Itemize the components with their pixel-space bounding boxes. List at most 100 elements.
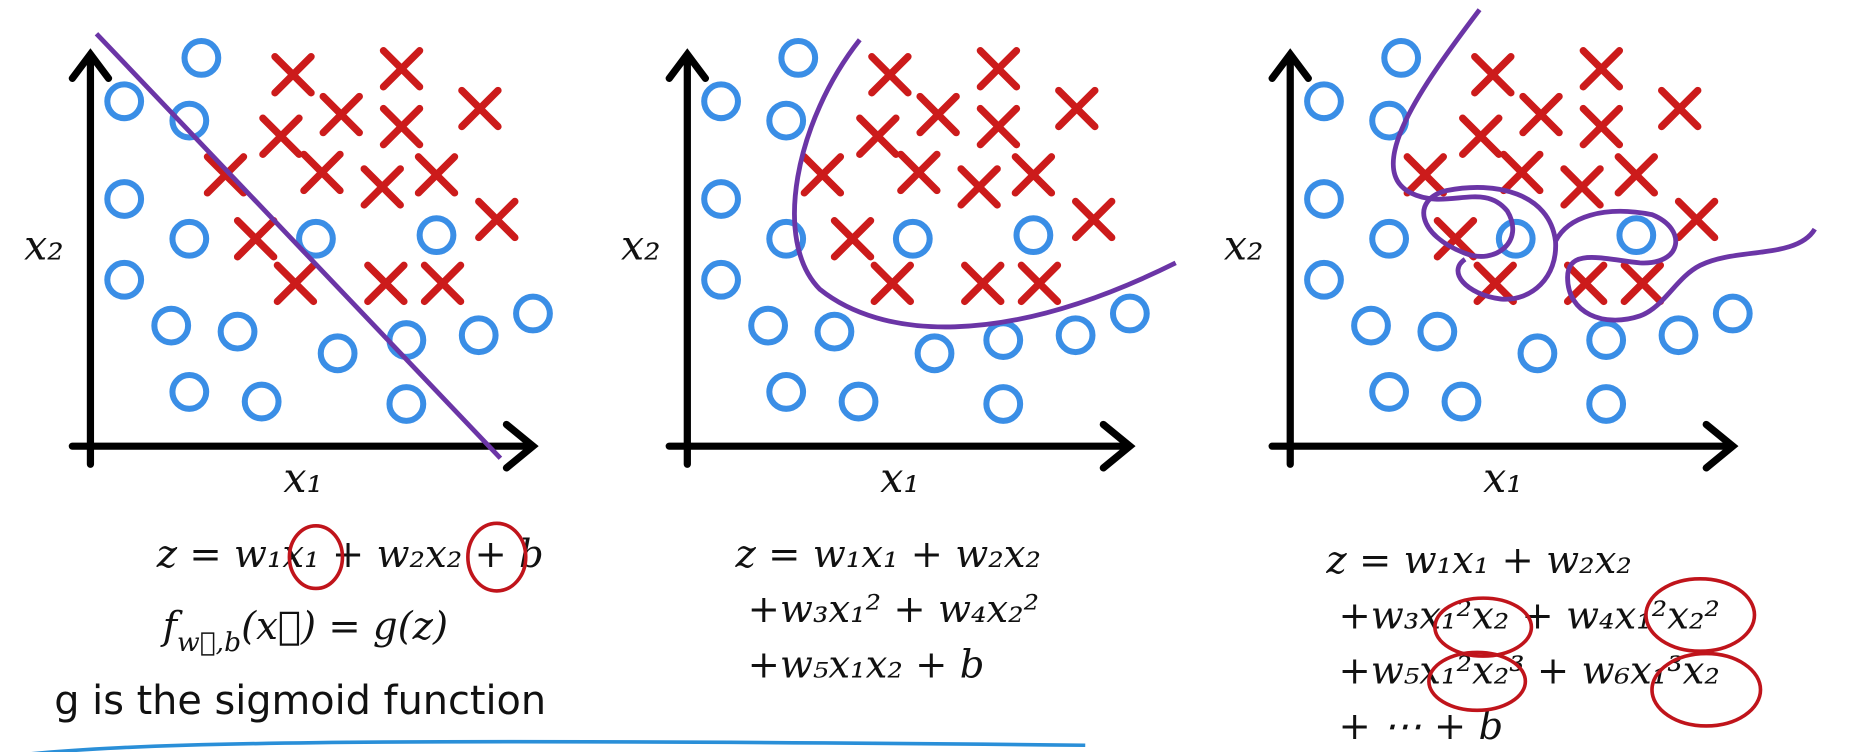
class-cross: [475, 197, 519, 242]
class-circle: [701, 179, 741, 219]
decision-boundary: [792, 38, 1177, 330]
class-cross: [897, 150, 941, 195]
class-cross: [1471, 53, 1515, 97]
class-cross: [1579, 47, 1624, 91]
class-cross: [271, 53, 315, 97]
sigmoid-note: g is the sigmoid function: [54, 678, 546, 724]
y-axis-label: x₂: [621, 221, 661, 269]
class-circle: [748, 305, 789, 346]
class-circle: [766, 100, 807, 141]
class-cross: [203, 153, 248, 197]
annotation-circle: [466, 521, 528, 593]
class-circle: [169, 218, 210, 259]
class-cross: [1403, 153, 1447, 197]
class-cross: [1560, 165, 1604, 209]
class-cross: [319, 92, 363, 137]
equation: +w₅x₁x₂ + b: [748, 643, 985, 688]
x-axis-label: x₁: [880, 454, 920, 502]
class-circle: [1381, 37, 1422, 78]
model-equation: fw⃗,b(x⃗) = g(z): [160, 604, 448, 658]
class-cross: [458, 86, 502, 131]
class-cross: [1011, 153, 1056, 197]
class-cross: [1614, 153, 1659, 197]
class-cross: [259, 114, 303, 158]
annotation-circle: [1650, 651, 1763, 728]
class-cross: [961, 261, 1005, 306]
decision-boundary: [1390, 8, 1817, 323]
y-axis: [1268, 48, 1312, 468]
class-cross: [1500, 150, 1544, 195]
annotation-circle: [1433, 596, 1534, 658]
equation: +w₃x₁² + w₄x₂²: [748, 587, 1040, 632]
x-axis-label: x₁: [1483, 454, 1523, 502]
annotation-circle: [287, 523, 345, 591]
handwriting-cut: [31, 739, 1086, 752]
class-cross: [364, 261, 408, 306]
class-circle: [1013, 215, 1054, 256]
class-cross: [379, 47, 424, 91]
class-cross: [360, 165, 404, 209]
class-circle: [217, 311, 258, 352]
class-cross: [233, 217, 278, 261]
y-axis: [665, 48, 710, 468]
class-circle: [1369, 218, 1410, 259]
x-axis-label: x₁: [283, 454, 323, 502]
class-cross: [957, 165, 1001, 209]
class-cross: [916, 92, 960, 137]
class-circle: [1369, 372, 1410, 412]
class-circle: [766, 372, 807, 412]
class-circle: [1417, 311, 1458, 352]
class-circle: [1517, 333, 1558, 374]
class-cross: [1658, 86, 1702, 131]
class-cross: [1017, 261, 1062, 306]
class-circle: [169, 100, 210, 141]
class-circle: [317, 333, 358, 374]
class-circle: [1055, 315, 1096, 356]
class-circle: [104, 259, 145, 300]
class-circle: [513, 293, 553, 334]
class-circle: [386, 384, 427, 424]
class-circle: [701, 81, 741, 122]
class-circle: [983, 320, 1024, 360]
class-circle: [1495, 218, 1536, 259]
model-rest: (x⃗) = g(z): [241, 604, 448, 649]
class-circle: [766, 218, 807, 259]
class-circle: [838, 381, 879, 422]
class-cross: [379, 104, 424, 149]
class-cross: [1459, 114, 1503, 158]
class-circle: [104, 81, 145, 122]
equation: z = w₁x₁ + w₂x₂: [735, 532, 1041, 577]
class-circle: [892, 218, 933, 259]
x-axis: [665, 420, 1136, 472]
class-cross: [1055, 86, 1099, 131]
class-circle: [181, 37, 222, 78]
class-circle: [914, 333, 955, 374]
annotation-circle: [1644, 577, 1757, 653]
class-circle: [1304, 259, 1344, 300]
class-circle: [1304, 81, 1344, 122]
class-cross: [1519, 92, 1563, 137]
class-cross: [856, 114, 900, 158]
y-axis-label: x₂: [1224, 221, 1264, 269]
class-circle: [814, 311, 855, 352]
y-axis: [68, 48, 113, 468]
class-cross: [868, 53, 912, 97]
class-circle: [701, 259, 741, 300]
equation: z = w₁x₁ + w₂x₂: [1325, 538, 1631, 583]
equation: +w₅x₁²x₂³ + w₆x₁³x₂: [1338, 649, 1719, 694]
y-axis-label: x₂: [24, 221, 64, 269]
class-cross: [976, 104, 1021, 149]
class-circle: [296, 218, 336, 259]
class-circle: [458, 315, 499, 356]
class-circle: [1712, 293, 1753, 334]
class-cross: [300, 150, 344, 195]
class-circle: [1109, 293, 1150, 334]
annotation-circle: [1427, 650, 1528, 713]
x-axis: [68, 420, 539, 472]
class-cross: [870, 261, 915, 306]
class-cross: [830, 217, 875, 261]
model-sub: w⃗,b: [177, 627, 241, 658]
class-circle: [1658, 315, 1699, 356]
class-circle: [983, 384, 1024, 424]
